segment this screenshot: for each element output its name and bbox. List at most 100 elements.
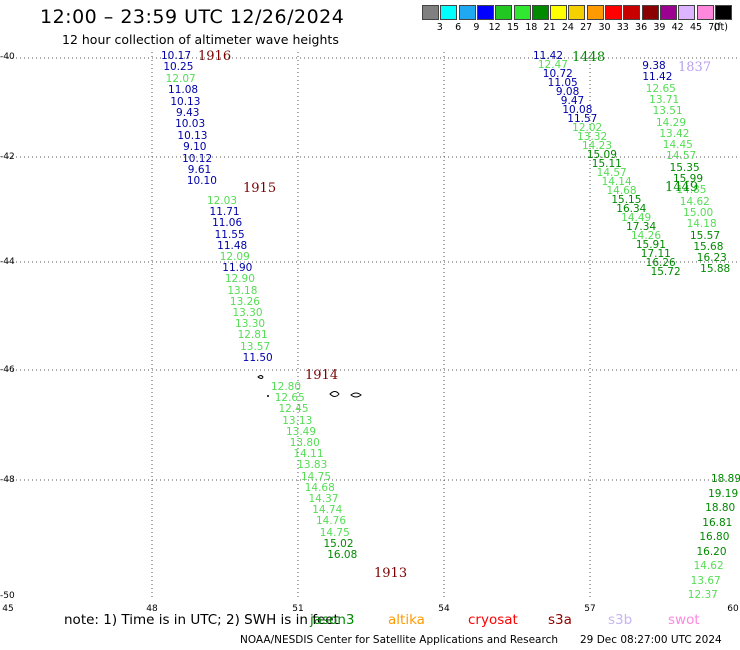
- satellite-name: altika: [388, 612, 425, 628]
- legend-swatch: [495, 5, 513, 20]
- wave-height-value: 9.38: [642, 60, 666, 72]
- wave-height-value: 14.49: [621, 212, 652, 224]
- wave-height-value: 16.23: [696, 252, 727, 265]
- satellite-name: swot: [668, 612, 700, 628]
- lat-tick-label: -46: [0, 365, 15, 375]
- wave-height-value: 15.68: [693, 240, 724, 253]
- wave-height-value: 15.57: [689, 229, 721, 242]
- legend-swatch: [550, 5, 568, 20]
- wave-height-value: 18.89: [710, 473, 740, 485]
- lat-lon-grid: [8, 52, 740, 598]
- legend-label: 12: [488, 22, 501, 33]
- wave-height-value: 10.12: [182, 152, 213, 165]
- generated-timestamp: 29 Dec 08:27:00 UTC 2024: [580, 634, 722, 646]
- wave-height-value: 15.91: [635, 239, 666, 251]
- wave-height-value: 13.71: [649, 93, 680, 106]
- map-title: 12:00 – 23:59 UTC 12/26/2024: [40, 6, 345, 28]
- wave-height-value: 15.35: [669, 161, 700, 174]
- wave-height-value: 15.00: [683, 206, 714, 219]
- wave-height-value: 13.13: [282, 414, 313, 427]
- wave-height-value: 14.68: [606, 185, 637, 197]
- legend-label: 70: [708, 22, 721, 33]
- legend-swatch: [586, 5, 604, 20]
- wave-height-value: 14.11: [293, 448, 324, 461]
- wave-height-value: 14.75: [300, 470, 332, 483]
- wave-height-value: 11.57: [567, 113, 598, 125]
- wave-height-value: 9.47: [560, 95, 585, 107]
- lon-tick-label: 60: [727, 604, 739, 614]
- wave-height-value: 10.13: [177, 129, 208, 142]
- wave-height-value: 9.43: [176, 107, 200, 119]
- wave-height-value: 12.65: [274, 392, 305, 405]
- footer-note: note: 1) Time is in UTC; 2) SWH is in fe…: [64, 612, 339, 628]
- legend-label: 15: [506, 22, 520, 33]
- wave-height-value: 10.03: [175, 118, 206, 131]
- wave-height-value: 12.02: [572, 122, 603, 134]
- legend-swatch: [659, 5, 677, 20]
- pass-label: 1449: [665, 180, 699, 195]
- island-shape: [350, 392, 362, 398]
- wave-height-value: 10.25: [163, 61, 194, 74]
- wave-height-value: 15.15: [611, 194, 642, 206]
- wave-height-value: 16.80: [699, 531, 730, 543]
- wave-height-value: 10.10: [186, 175, 217, 188]
- lat-tick-label: -40: [0, 52, 15, 62]
- wave-height-value: 11.90: [222, 262, 253, 275]
- island-dot: [267, 395, 269, 397]
- lat-tick-label: -48: [0, 475, 15, 485]
- legend-label: 21: [543, 22, 556, 33]
- lat-tick-label: -44: [0, 257, 15, 267]
- wave-height-value: 14.57: [596, 167, 627, 179]
- wave-height-value: 13.30: [235, 318, 266, 331]
- legend-label: 39: [653, 22, 666, 33]
- wave-height-value: 14.62: [693, 560, 724, 572]
- legend-label: 9: [473, 22, 480, 33]
- satellite-name: jason3: [310, 612, 355, 628]
- wave-height-value: 12.81: [237, 329, 268, 342]
- wave-height-value: 14.29: [655, 116, 687, 129]
- legend-label: 45: [689, 22, 703, 33]
- wave-height-value: 14.75: [319, 526, 350, 539]
- legend-label: 3: [436, 22, 443, 33]
- wave-height-value: 13.42: [659, 127, 690, 140]
- island-shape: [329, 391, 340, 397]
- wave-height-value: 14.76: [315, 515, 347, 528]
- legend-swatch: [531, 5, 549, 20]
- wave-height-value: 14.37: [308, 493, 339, 505]
- legend-label: 30: [598, 22, 611, 33]
- wave-height-value: 15.72: [650, 266, 681, 278]
- wave-height-value: 13.51: [652, 105, 683, 118]
- wave-height-value: 14.57: [666, 150, 697, 163]
- legend-swatch: [476, 5, 494, 20]
- wave-height-value: 14.23: [581, 140, 613, 152]
- wave-height-value: 19.19: [708, 487, 739, 500]
- wave-height-value: 11.55: [214, 228, 245, 241]
- islands: [257, 375, 362, 398]
- wave-height-value: 14.68: [304, 481, 335, 494]
- legend-label: 18: [525, 22, 538, 33]
- wave-height-value: 12.47: [537, 59, 568, 71]
- wave-height-value: 13.49: [285, 425, 317, 438]
- wave-height-value: 12.45: [278, 403, 309, 416]
- pass-label: 1448: [572, 50, 606, 65]
- wave-height-value: 10.17: [160, 50, 192, 62]
- legend-swatch: [714, 5, 732, 20]
- wave-height-value: 12.09: [219, 251, 250, 263]
- wave-height-value: 16.08: [327, 549, 358, 561]
- wave-height-value: 9.08: [555, 86, 580, 98]
- wave-height-value: 14.18: [686, 218, 717, 231]
- wave-height-value: 14.14: [601, 176, 632, 188]
- wave-height-value: 11.42: [532, 50, 564, 62]
- satellite-name: s3a: [548, 612, 572, 628]
- wave-height-value: 10.72: [542, 68, 573, 80]
- wave-height-value: 12.37: [687, 589, 718, 601]
- wave-height-value: 13.32: [577, 131, 608, 143]
- legend-swatch: [440, 5, 458, 20]
- legend-swatch: [678, 5, 696, 20]
- wave-height-value: 13.30: [232, 307, 263, 319]
- wave-height-value: 15.09: [586, 149, 617, 161]
- wave-height-value: 14.74: [312, 504, 343, 517]
- lat-tick-label: -50: [0, 591, 15, 601]
- legend-swatch: [605, 5, 622, 20]
